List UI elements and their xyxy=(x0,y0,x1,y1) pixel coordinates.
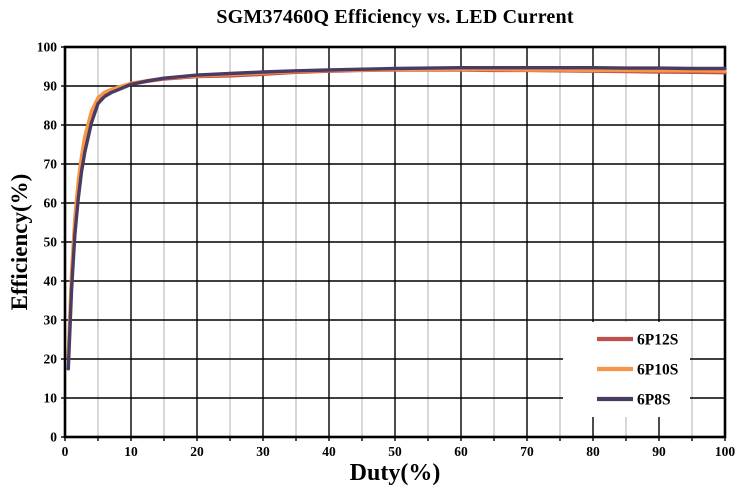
x-tick-label: 100 xyxy=(715,444,736,459)
x-tick-label: 30 xyxy=(256,444,270,459)
x-tick-label: 40 xyxy=(322,444,336,459)
legend-label-6P10S: 6P10S xyxy=(637,362,678,379)
y-tick-label: 30 xyxy=(44,313,58,328)
y-tick-label: 0 xyxy=(50,430,57,445)
x-tick-label: 20 xyxy=(190,444,204,459)
x-tick-label: 0 xyxy=(62,444,69,459)
y-tick-label: 70 xyxy=(44,157,58,172)
y-tick-label: 90 xyxy=(44,79,58,94)
x-tick-label: 50 xyxy=(388,444,402,459)
y-tick-label: 100 xyxy=(37,40,58,55)
y-tick-label: 40 xyxy=(44,274,58,289)
x-tick-label: 80 xyxy=(586,444,600,459)
x-tick-label: 60 xyxy=(454,444,468,459)
series-line-6P8S xyxy=(66,65,727,371)
x-axis-title: Duty(%) xyxy=(349,460,441,486)
y-tick-label: 60 xyxy=(44,196,58,211)
legend-label-6P8S: 6P8S xyxy=(637,392,671,409)
x-tick-label: 10 xyxy=(124,444,138,459)
chart-title: SGM37460Q Efficiency vs. LED Current xyxy=(216,6,574,28)
x-tick-label: 70 xyxy=(520,444,534,459)
y-tick-label: 80 xyxy=(44,118,58,133)
y-tick-label: 50 xyxy=(44,235,58,250)
y-tick-label: 20 xyxy=(44,352,58,367)
y-tick-label: 10 xyxy=(44,391,58,406)
x-tick-label: 90 xyxy=(652,444,666,459)
legend-label-6P12S: 6P12S xyxy=(637,332,678,349)
